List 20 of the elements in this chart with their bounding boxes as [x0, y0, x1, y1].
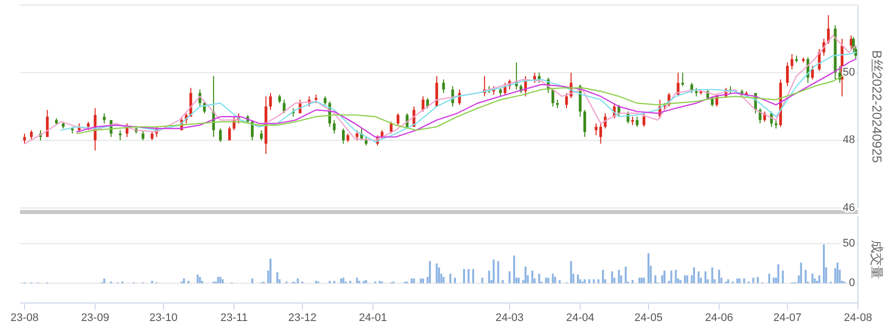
- x-tick-label: 23-10: [149, 312, 178, 324]
- y-axis-title: 成交量: [870, 240, 885, 279]
- y-tick-label: 48: [842, 134, 855, 146]
- x-tick-label: 24-01: [358, 312, 388, 324]
- line-series: [24, 34, 856, 144]
- x-tick-label: 23-12: [288, 312, 316, 324]
- line-series: [76, 68, 856, 134]
- y-tick-label: 46: [842, 202, 855, 214]
- y-tick-label: 50: [842, 238, 855, 250]
- x-tick-label: 23-11: [220, 312, 248, 324]
- x-tick-label: 23-08: [10, 312, 39, 324]
- x-tick-label: 24-07: [773, 312, 802, 324]
- x-tick-label: 24-06: [705, 312, 734, 324]
- x-tick-label: 23-09: [81, 312, 110, 324]
- x-tick-label: 24-08: [844, 312, 872, 324]
- x-tick-label: 24-03: [496, 312, 524, 324]
- y-tick-label: 0: [848, 277, 855, 290]
- y-axis-title: B丝2022-20240925: [870, 50, 885, 163]
- x-tick-label: 24-04: [566, 312, 594, 324]
- x-tick-label: 24-05: [634, 312, 663, 324]
